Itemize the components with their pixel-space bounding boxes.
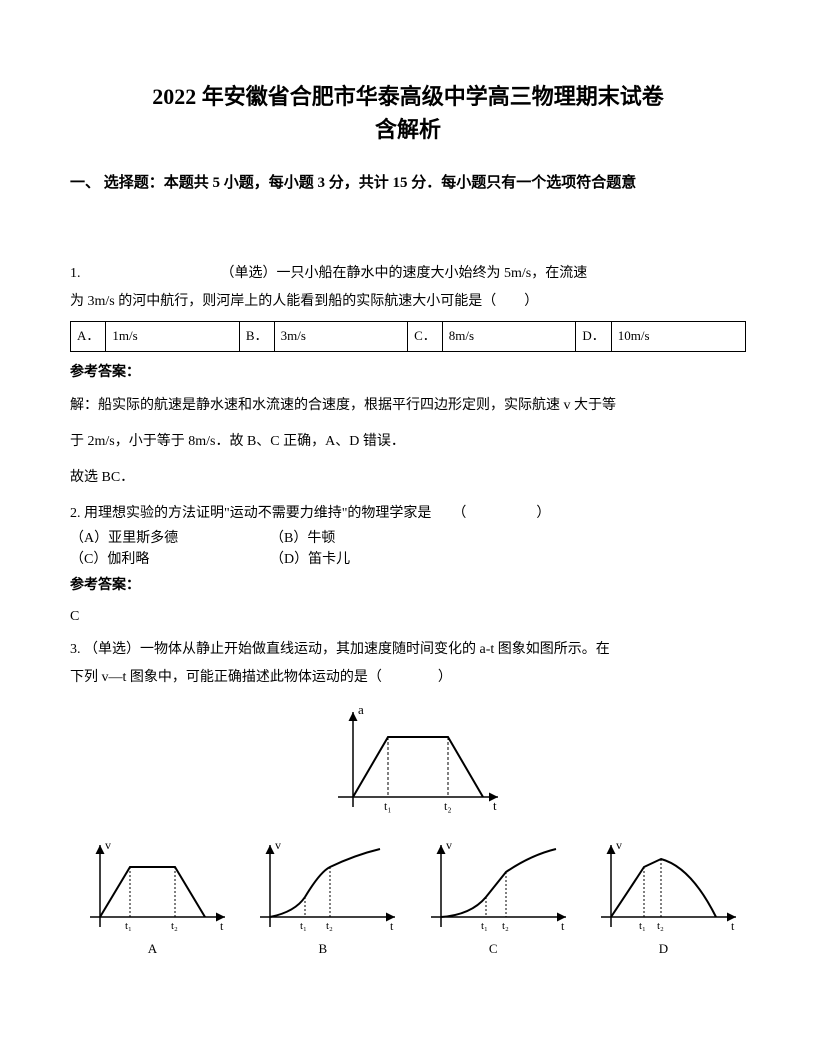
- svg-text:t: t: [561, 919, 565, 933]
- svg-text:t: t: [731, 919, 735, 933]
- q1-answer-line3: 故选 BC．: [70, 464, 746, 492]
- svg-text:t: t: [390, 919, 394, 933]
- q3-chart-row: v t t₁ t₂ A v t t₁ t₂ B: [70, 837, 746, 960]
- q1-number: 1.: [70, 266, 81, 281]
- q1-options-table: A． 1m/s B． 3m/s C． 8m/s D． 10m/s: [70, 321, 746, 352]
- q2-answer-label: 参考答案：: [70, 575, 746, 597]
- chart-b: v t t₁ t₂ B: [245, 837, 400, 960]
- at-chart-icon: a t t₁ t₂: [308, 702, 508, 822]
- y-axis-label: a: [358, 702, 364, 717]
- q2-opt-a: （A）亚里斯多德: [70, 528, 270, 549]
- opt-d-label: D．: [576, 322, 611, 352]
- chart-c: v t t₁ t₂ C: [416, 837, 571, 960]
- svg-text:v: v: [446, 838, 452, 852]
- title-line2: 含解析: [70, 113, 746, 146]
- title-line1: 2022 年安徽省合肥市华泰高级中学高三物理期末试卷: [70, 80, 746, 113]
- chart-d: v t t₁ t₂ D: [586, 837, 741, 960]
- vt-chart-c-icon: v t t₁ t₂: [416, 837, 571, 937]
- vt-chart-a-icon: v t t₁ t₂: [75, 837, 230, 937]
- svg-text:v: v: [616, 838, 622, 852]
- table-row: A． 1m/s B． 3m/s C． 8m/s D． 10m/s: [71, 322, 746, 352]
- svg-text:t₂: t₂: [326, 920, 333, 932]
- svg-text:v: v: [105, 838, 111, 852]
- section-header: 一、 选择题：本题共 5 小题，每小题 3 分，共计 15 分．每小题只有一个选…: [70, 171, 746, 195]
- svg-text:t₂: t₂: [171, 920, 178, 932]
- opt-b-val: 3m/s: [274, 322, 408, 352]
- q2-opt-c: （C）伽利略: [70, 549, 270, 570]
- chart-a-label: A: [75, 939, 230, 960]
- q1-answer-label: 参考答案：: [70, 362, 746, 384]
- svg-text:t₁: t₁: [639, 920, 646, 932]
- opt-b-label: B．: [239, 322, 274, 352]
- svg-text:t: t: [220, 919, 224, 933]
- opt-a-label: A．: [71, 322, 106, 352]
- q3-main-chart: a t t₁ t₂: [70, 702, 746, 822]
- q1-text: 1. （单选）一只小船在静水中的速度大小始终为 5m/s，在流速: [70, 260, 746, 288]
- chart-b-label: B: [245, 939, 400, 960]
- t2-label: t₂: [444, 799, 452, 813]
- question-2: 2. 用理想实验的方法证明"运动不需要力维持"的物理学家是 （ ） （A）亚里斯…: [70, 500, 746, 628]
- svg-text:t₁: t₁: [481, 920, 488, 932]
- q3-line2: 下列 v—t 图象中，可能正确描述此物体运动的是（ ）: [70, 664, 746, 692]
- q1-line2: 为 3m/s 的河中航行，则河岸上的人能看到船的实际航速大小可能是（ ）: [70, 288, 746, 316]
- chart-a: v t t₁ t₂ A: [75, 837, 230, 960]
- question-3: 3. （单选）一物体从静止开始做直线运动，其加速度随时间变化的 a-t 图象如图…: [70, 636, 746, 960]
- q2-answer: C: [70, 606, 746, 628]
- svg-text:t₂: t₂: [502, 920, 509, 932]
- t1-label: t₁: [384, 799, 392, 813]
- q2-opt-d: （D）笛卡儿: [270, 549, 470, 570]
- opt-d-val: 10m/s: [611, 322, 745, 352]
- svg-text:t₂: t₂: [657, 920, 664, 932]
- chart-c-label: C: [416, 939, 571, 960]
- vt-chart-b-icon: v t t₁ t₂: [245, 837, 400, 937]
- chart-d-label: D: [586, 939, 741, 960]
- page-title: 2022 年安徽省合肥市华泰高级中学高三物理期末试卷 含解析: [70, 80, 746, 146]
- opt-c-val: 8m/s: [442, 322, 576, 352]
- watermark: [90, 215, 746, 245]
- q1-answer-line1: 解：船实际的航速是静水速和水流速的合速度，根据平行四边形定则，实际航速 v 大于…: [70, 392, 746, 420]
- q2-options: （A）亚里斯多德 （B）牛顿 （C）伽利略 （D）笛卡儿: [70, 528, 746, 570]
- q1-prefix: （单选）一只小船在静水中的速度大小始终为 5m/s，在流速: [221, 266, 588, 281]
- opt-a-val: 1m/s: [106, 322, 240, 352]
- question-1: 1. （单选）一只小船在静水中的速度大小始终为 5m/s，在流速 为 3m/s 的…: [70, 260, 746, 492]
- q2-opt-b: （B）牛顿: [270, 528, 470, 549]
- svg-text:v: v: [275, 838, 281, 852]
- x-axis-label: t: [493, 798, 497, 813]
- opt-c-label: C．: [408, 322, 443, 352]
- q3-line1: 3. （单选）一物体从静止开始做直线运动，其加速度随时间变化的 a-t 图象如图…: [70, 636, 746, 664]
- svg-text:t₁: t₁: [300, 920, 307, 932]
- vt-chart-d-icon: v t t₁ t₂: [586, 837, 741, 937]
- q2-text: 2. 用理想实验的方法证明"运动不需要力维持"的物理学家是 （ ）: [70, 500, 746, 528]
- svg-text:t₁: t₁: [125, 920, 132, 932]
- q1-answer-line2: 于 2m/s，小于等于 8m/s．故 B、C 正确，A、D 错误．: [70, 428, 746, 456]
